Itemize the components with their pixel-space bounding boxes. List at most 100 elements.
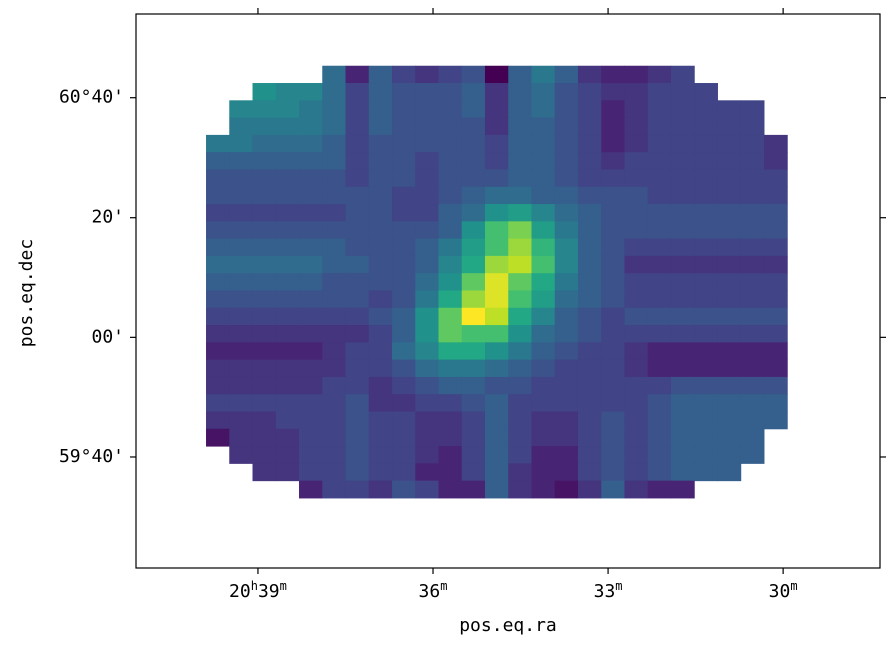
cell: [415, 273, 440, 291]
cell: [508, 307, 532, 326]
cell: [647, 325, 672, 343]
cell: [252, 359, 277, 378]
cell: [229, 204, 254, 222]
cell: [531, 134, 556, 153]
cell: [299, 428, 323, 447]
cell: [392, 221, 416, 240]
cell: [252, 204, 277, 222]
cell: [694, 325, 718, 343]
cell: [577, 204, 602, 222]
cell: [717, 100, 742, 119]
y-axis-label: pos.eq.dec: [16, 239, 37, 347]
cell: [275, 204, 300, 222]
cell: [670, 446, 695, 464]
cell: [577, 342, 602, 361]
cell: [345, 134, 370, 153]
cell: [508, 65, 532, 84]
cell: [275, 83, 300, 101]
cell: [299, 342, 323, 361]
cell: [206, 238, 230, 257]
cell: [531, 169, 556, 188]
cell: [415, 117, 440, 136]
cell: [415, 325, 440, 343]
cell: [461, 394, 486, 413]
cell: [415, 394, 440, 413]
cell: [647, 238, 672, 257]
cell: [601, 204, 625, 222]
cell: [275, 290, 300, 309]
cell: [624, 117, 649, 136]
cell: [647, 221, 672, 240]
cell: [647, 186, 672, 205]
cell: [577, 169, 602, 188]
cell: [415, 65, 440, 84]
cell: [717, 238, 742, 257]
cell: [461, 100, 486, 119]
cell: [461, 428, 486, 447]
cell: [577, 359, 602, 378]
cell: [670, 273, 695, 291]
cell: [554, 376, 579, 395]
cell: [484, 255, 509, 274]
cell: [206, 428, 230, 447]
cell: [438, 100, 463, 119]
cell: [438, 134, 463, 153]
cell: [740, 446, 765, 464]
cell: [554, 169, 579, 188]
cell: [252, 290, 277, 309]
cell: [275, 463, 300, 482]
cell: [438, 290, 463, 309]
cell: [531, 152, 556, 170]
cell: [577, 134, 602, 153]
cell: [694, 169, 718, 188]
cell: [299, 83, 323, 101]
cell: [229, 325, 254, 343]
cell: [275, 411, 300, 430]
cell: [717, 273, 742, 291]
cell: [299, 152, 323, 170]
cell: [508, 273, 532, 291]
cell: [484, 169, 509, 188]
cell: [624, 204, 649, 222]
cell: [508, 238, 532, 257]
cell: [275, 255, 300, 274]
cell: [624, 290, 649, 309]
cell: [229, 411, 254, 430]
cell: [554, 307, 579, 326]
cell: [438, 307, 463, 326]
cell: [624, 411, 649, 430]
cell: [345, 221, 370, 240]
cell: [392, 255, 416, 274]
cell: [577, 411, 602, 430]
cell: [322, 221, 347, 240]
cell: [601, 186, 625, 205]
cell: [392, 359, 416, 378]
cell: [670, 290, 695, 309]
cell: [508, 204, 532, 222]
cell: [601, 83, 625, 101]
cell: [438, 463, 463, 482]
cell: [438, 238, 463, 257]
cell: [345, 186, 370, 205]
cell: [299, 359, 323, 378]
cell: [438, 376, 463, 395]
cell: [392, 65, 416, 84]
cell: [252, 221, 277, 240]
cell: [345, 394, 370, 413]
cell: [554, 65, 579, 84]
cell: [601, 428, 625, 447]
cell: [368, 411, 393, 430]
cell: [461, 273, 486, 291]
cell: [601, 152, 625, 170]
cell: [624, 221, 649, 240]
cell: [206, 342, 230, 361]
cell: [206, 376, 230, 395]
cell: [763, 411, 788, 430]
cell: [206, 221, 230, 240]
cell: [438, 273, 463, 291]
cell: [415, 307, 440, 326]
cell: [484, 117, 509, 136]
cell: [206, 273, 230, 291]
cell: [763, 238, 788, 257]
